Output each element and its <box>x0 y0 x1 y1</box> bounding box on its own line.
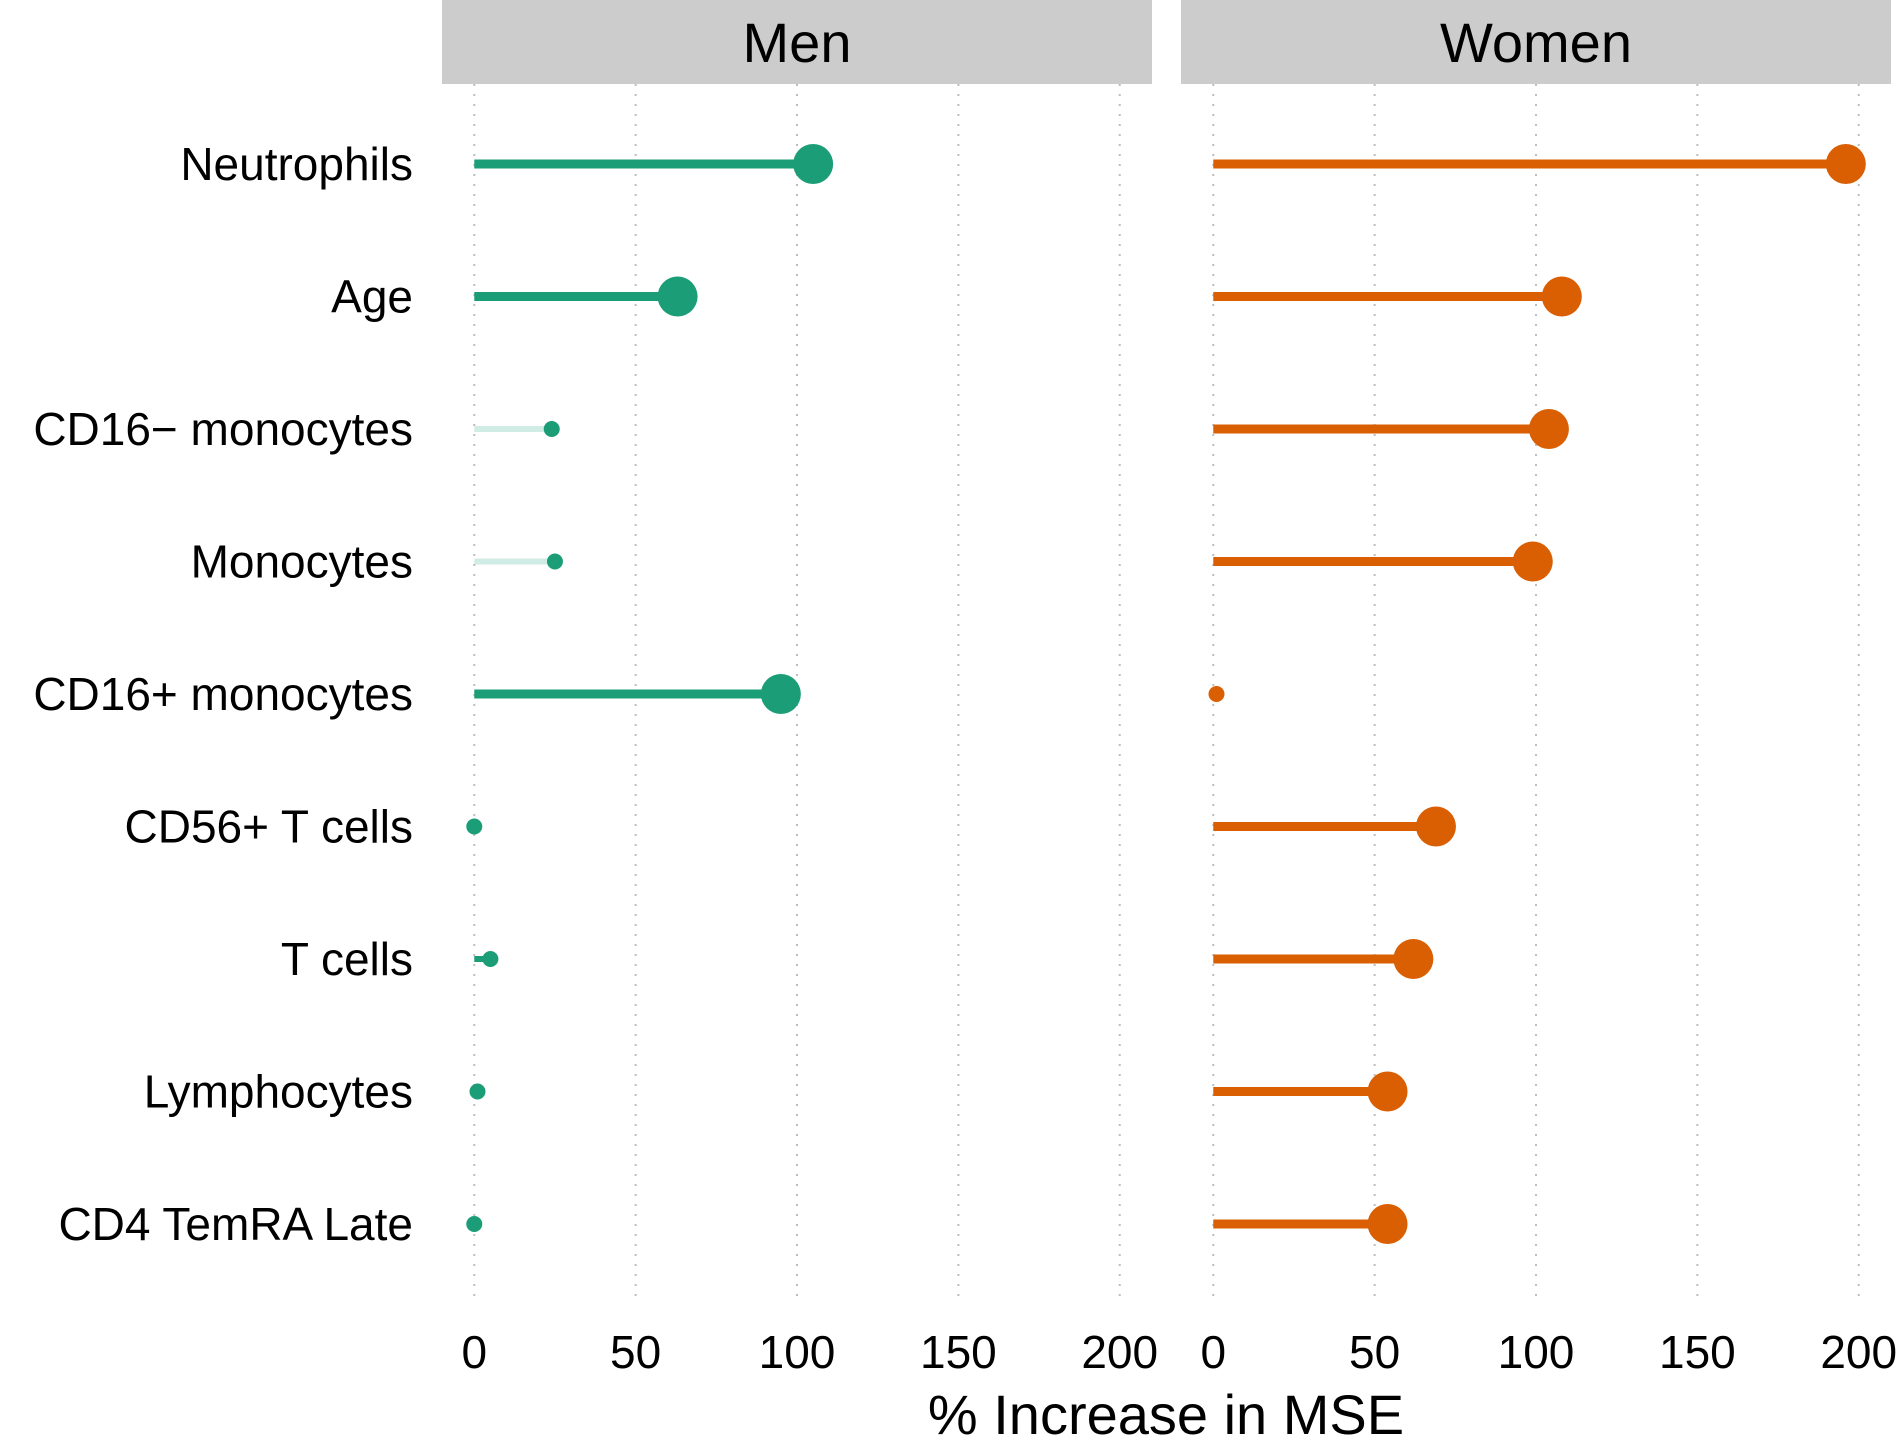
point-women-monocytes <box>1512 541 1553 582</box>
panel-women: Women 0 50 100 150 200 <box>1181 0 1897 1378</box>
category-label-age: Age <box>331 271 413 323</box>
point-women-cd16-monocytes <box>1208 686 1225 702</box>
point-women-t-cells <box>1393 939 1434 979</box>
tick-label-women-50: 50 <box>1349 1326 1400 1378</box>
tick-label-women-0: 0 <box>1200 1326 1226 1378</box>
tick-label-men-200: 200 <box>1081 1326 1158 1378</box>
tick-label-men-50: 50 <box>610 1326 661 1378</box>
category-label-neutrophils: Neutrophils <box>180 138 413 190</box>
strip-label-women: Women <box>1440 11 1632 74</box>
point-men-age <box>657 276 698 317</box>
tick-label-men-100: 100 <box>759 1326 836 1378</box>
point-men-cd4-temra-late <box>466 1216 483 1232</box>
category-label-monocytes: Monocytes <box>191 536 413 588</box>
point-men-t-cells <box>482 951 499 967</box>
strip-men <box>442 0 1152 84</box>
point-women-age <box>1541 276 1582 317</box>
category-label-cd56-t-cells: CD56+ T cells <box>125 801 414 853</box>
category-label-cd4-temra-late: CD4 TemRA Late <box>58 1198 413 1250</box>
x-axis-title: % Increase in MSE <box>928 1383 1404 1446</box>
category-labels: Neutrophils Age CD16− monocytes Monocytes CD… <box>33 138 413 1250</box>
point-women-neutrophils <box>1825 144 1866 184</box>
tick-label-women-150: 150 <box>1659 1326 1736 1378</box>
category-label-cd16-monocytes: CD16− monocytes <box>33 403 413 455</box>
category-label-cd16-monocytes: CD16+ monocytes <box>33 668 413 720</box>
panel-men: Men 0 50 100 150 200 <box>442 0 1158 1378</box>
strip-label-men: Men <box>743 11 852 74</box>
strip-women <box>1181 0 1891 84</box>
tick-label-women-200: 200 <box>1820 1326 1897 1378</box>
tick-label-men-150: 150 <box>920 1326 997 1378</box>
category-label-t-cells: T cells <box>281 933 413 985</box>
point-men-neutrophils <box>793 144 834 184</box>
category-label-lymphocytes: Lymphocytes <box>144 1066 413 1118</box>
point-women-cd16-monocytes <box>1528 409 1569 449</box>
point-women-cd56-t-cells <box>1415 806 1456 847</box>
point-women-cd4-temra-late <box>1367 1204 1408 1244</box>
point-men-cd16-monocytes <box>543 421 560 437</box>
point-men-cd16-monocytes <box>760 674 801 714</box>
point-men-monocytes <box>546 553 563 570</box>
point-men-lymphocytes <box>469 1083 486 1100</box>
tick-label-men-0: 0 <box>461 1326 487 1378</box>
tick-label-women-100: 100 <box>1498 1326 1575 1378</box>
point-women-lymphocytes <box>1367 1071 1408 1112</box>
point-men-cd56-t-cells <box>466 818 483 835</box>
